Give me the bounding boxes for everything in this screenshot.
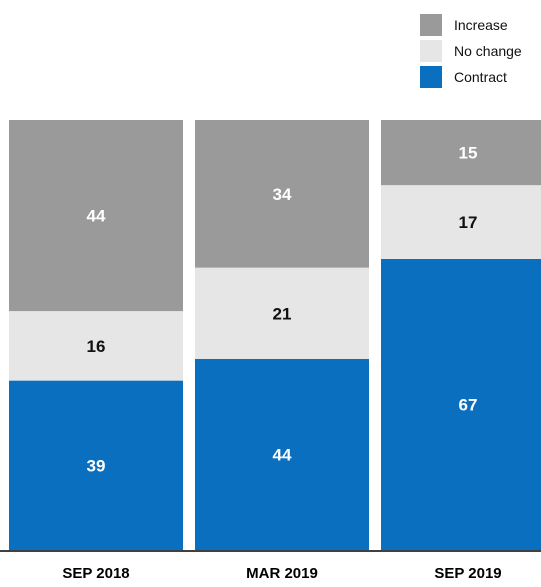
data-label-no-change-sep-2019: 17 [459,213,478,232]
data-label-no-change-sep-2018: 16 [87,337,106,356]
bar-no-change-mar-2019 [195,267,369,359]
data-label-contract-sep-2019: 67 [459,395,478,414]
bar-contract-sep-2018 [9,380,183,550]
bar-contract-mar-2019 [195,358,369,550]
legend: Increase No change Contract [420,14,522,88]
category-label-sep-2018: SEP 2018 [62,565,129,582]
legend-label-no-change: No change [454,43,522,59]
bar-no-change-sep-2018 [9,311,183,381]
bar-no-change-sep-2019 [381,185,541,259]
legend-label-increase: Increase [454,17,508,33]
bar-increase-mar-2019 [195,120,369,268]
data-label-contract-sep-2018: 39 [87,456,106,475]
category-label-mar-2019: MAR 2019 [246,565,318,582]
legend-swatch-no-change [420,40,442,62]
bar-contract-sep-2019 [381,258,541,550]
category-labels: SEP 2018 MAR 2019 SEP 2019 [62,565,501,582]
bar-increase-sep-2018 [9,120,183,312]
category-label-sep-2019: SEP 2019 [434,565,501,582]
legend-swatch-increase [420,14,442,36]
bars: 39 16 44 44 21 34 67 17 15 [9,120,541,550]
data-label-no-change-mar-2019: 21 [273,304,292,323]
data-label-increase-sep-2018: 44 [87,207,106,226]
bar-increase-sep-2019 [381,120,541,186]
legend-label-contract: Contract [454,69,507,85]
legend-swatch-contract [420,66,442,88]
data-label-increase-mar-2019: 34 [273,185,292,204]
data-label-contract-mar-2019: 44 [273,445,292,464]
data-label-increase-sep-2019: 15 [459,144,478,163]
